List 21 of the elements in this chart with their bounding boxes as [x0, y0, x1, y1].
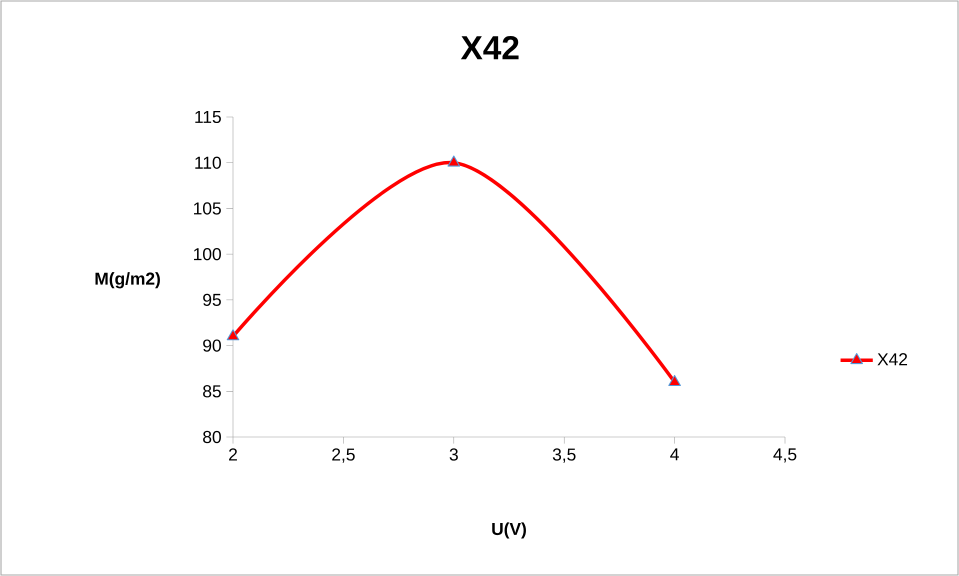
- y-tick-label: 110: [195, 156, 221, 169]
- y-tick-label: 100: [194, 248, 221, 260]
- point: [447, 156, 460, 167]
- x-tick-label: 4,5: [773, 448, 796, 463]
- chart-title: X42: [460, 36, 519, 60]
- y-axis-title: M(g/m2): [96, 272, 160, 288]
- y-tick-label: 80: [203, 430, 221, 444]
- y-tick-label: 115: [195, 110, 221, 124]
- x-tick-label: 2,5: [332, 448, 355, 463]
- x-tick-label: 2: [229, 448, 237, 460]
- x-axis-title: U(V): [492, 522, 526, 539]
- y-tick-label: 90: [203, 339, 221, 352]
- point: [668, 374, 681, 386]
- point: [226, 329, 240, 340]
- x-tick-label: 4: [670, 448, 679, 460]
- y-tick-label: 95: [203, 294, 221, 306]
- x-tick-label: 3,5: [552, 448, 576, 463]
- y-tick-label: 85: [203, 385, 221, 398]
- y-tick-label: 105: [194, 202, 221, 215]
- legend-label: X42: [877, 353, 908, 366]
- x-tick-label: 3: [450, 448, 458, 461]
